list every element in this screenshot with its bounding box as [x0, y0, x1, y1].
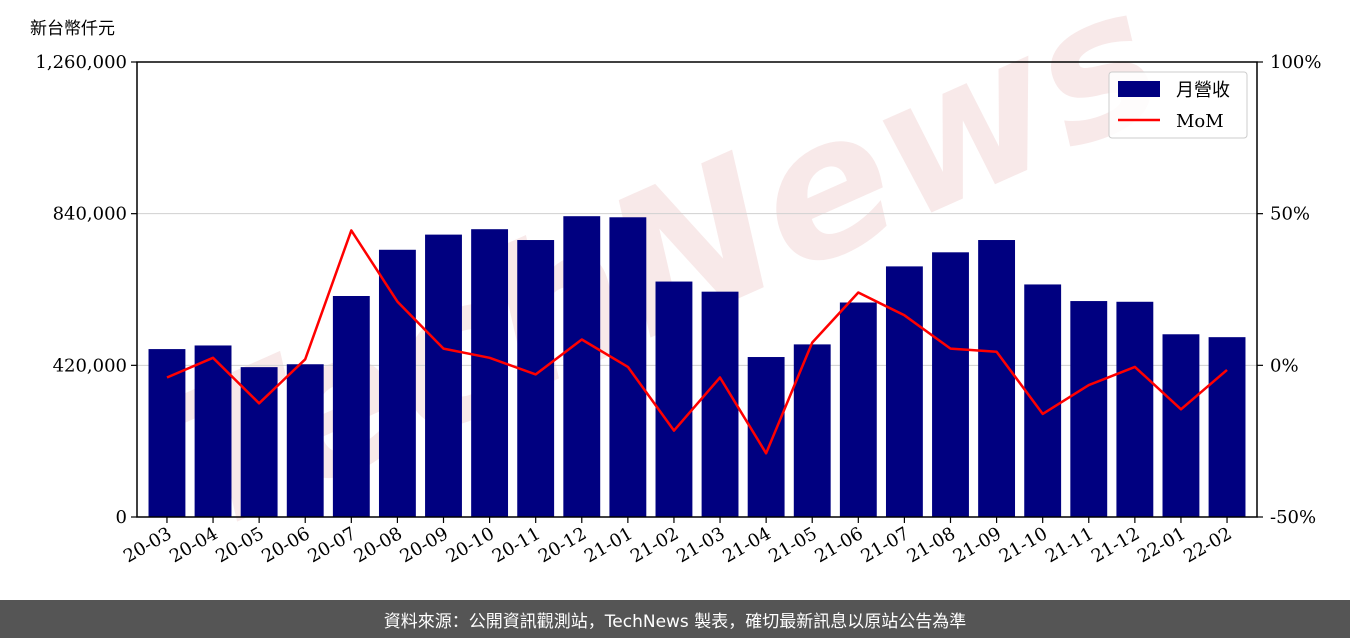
bar: [1070, 301, 1108, 517]
x-tick-label: 21-12: [1088, 523, 1143, 567]
source-footer: 資料來源：公開資訊觀測站，TechNews 製表，確切最新訊息以原站公告為準: [0, 600, 1350, 638]
x-tick-label: 20-04: [166, 523, 221, 567]
plot-frame: [136, 61, 1258, 518]
x-tick-label: 21-11: [1042, 523, 1097, 567]
legend-bar-swatch: [1118, 81, 1160, 97]
x-tick-label: 20-09: [397, 523, 452, 567]
bar: [563, 216, 601, 517]
bar: [655, 281, 693, 517]
bar: [932, 252, 969, 518]
x-tick-label: 22-01: [1134, 523, 1189, 567]
x-tick-label: 21-08: [904, 523, 959, 567]
y-tick-label-right: 50%: [1270, 204, 1310, 225]
y-tick-label-left: 0: [116, 507, 127, 528]
y-tick-label-right: 0%: [1270, 355, 1299, 376]
bar: [425, 234, 462, 517]
y-axis-unit-label: 新台幣仟元: [30, 19, 115, 39]
bar: [1208, 337, 1246, 517]
mom-line: [166, 229, 1228, 455]
bar: [286, 364, 324, 517]
y-tick-label-right: -50%: [1270, 507, 1316, 528]
x-tick-label: 20-12: [535, 523, 590, 567]
revenue-chart: TechNews 0420,000840,0001,260,000-50%0%5…: [35, 0, 1321, 576]
x-tick-label: 20-03: [120, 523, 175, 567]
x-tick-label: 20-08: [350, 523, 405, 567]
bar: [148, 349, 186, 517]
y-tick-label-left: 420,000: [53, 355, 127, 376]
x-tick-label: 21-10: [996, 523, 1051, 567]
x-tick-label: 21-05: [765, 523, 820, 567]
x-tick-label: 21-06: [811, 523, 866, 567]
bar: [517, 240, 555, 517]
legend-label-revenue: 月營收: [1176, 80, 1230, 101]
x-tick-label: 21-09: [950, 523, 1005, 567]
bar: [1024, 284, 1062, 517]
x-tick-label: 21-04: [719, 523, 774, 567]
bar: [471, 229, 509, 517]
legend-label-mom: MoM: [1176, 111, 1224, 132]
bar: [885, 266, 923, 517]
bar: [194, 345, 232, 517]
y-tick-label-left: 840,000: [53, 204, 127, 225]
x-tick-label: 21-03: [673, 523, 728, 567]
y-tick-label-left: 1,260,000: [35, 52, 127, 73]
x-tick-label: 21-07: [857, 523, 912, 567]
bar: [978, 240, 1016, 517]
bar: [1162, 334, 1200, 517]
bar: [701, 291, 739, 517]
x-tick-label: 21-02: [627, 523, 682, 567]
x-tick-label: 21-01: [581, 523, 636, 567]
x-tick-label: 22-02: [1180, 523, 1235, 567]
bar: [332, 296, 370, 517]
bar: [839, 302, 877, 517]
bar: [378, 249, 416, 517]
bar: [1116, 301, 1154, 517]
x-tick-label: 20-10: [443, 523, 498, 567]
x-tick-label: 20-11: [489, 523, 544, 567]
bar: [747, 357, 785, 517]
y-tick-label-right: 100%: [1270, 52, 1321, 73]
